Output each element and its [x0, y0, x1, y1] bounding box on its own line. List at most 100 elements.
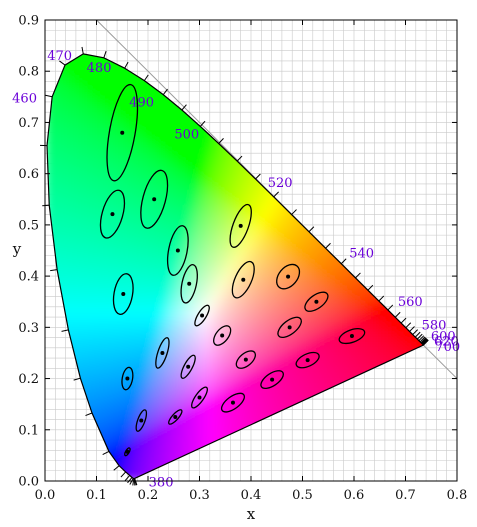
- locus-tick: [162, 88, 168, 95]
- macadam-ellipse: [112, 273, 134, 315]
- locus-tick: [405, 322, 412, 329]
- locus-tick: [420, 337, 427, 344]
- locus-tick: [133, 478, 136, 486]
- locus-tick: [340, 258, 347, 265]
- x-tick-label: 0.2: [138, 488, 159, 503]
- locus-tick: [132, 478, 135, 486]
- wavelength-label-560: 560: [398, 295, 423, 310]
- y-tick-label: 0.7: [18, 116, 39, 131]
- ellipse-center: [286, 274, 291, 279]
- locus-tick: [421, 337, 427, 344]
- locus-tick: [414, 331, 421, 338]
- macadam-ellipse: [168, 409, 183, 425]
- y-tick-label: 0.0: [18, 475, 39, 490]
- locus-tick: [120, 471, 127, 478]
- macadam-ellipse: [106, 83, 139, 182]
- locus-tick: [50, 269, 58, 272]
- locus-tick: [394, 311, 401, 318]
- ellipse-center: [243, 357, 248, 362]
- y-tick-label: 0.3: [18, 321, 39, 336]
- locus-tick: [42, 204, 50, 207]
- locus-tick: [291, 209, 297, 215]
- locus-tick: [199, 120, 206, 127]
- macadam-ellipse: [295, 351, 320, 369]
- ellipse-center: [200, 313, 205, 318]
- x-tick-label: 0.4: [241, 488, 262, 503]
- ellipse-center: [305, 358, 310, 363]
- locus-tick: [61, 329, 69, 332]
- locus-tick: [124, 475, 131, 482]
- y-tick-label: 0.5: [18, 218, 39, 233]
- x-tick-label: 0.8: [447, 488, 468, 503]
- spectral-locus: [46, 53, 425, 480]
- y-tick-labels: 0.0 0.1 0.2 0.3 0.4 0.5 0.6 0.7 0.8 0.9: [18, 14, 39, 490]
- locus-tick: [113, 465, 120, 471]
- ellipse-center: [287, 325, 292, 330]
- ellipse-center: [238, 223, 243, 228]
- macadam-ellipse: [304, 291, 329, 312]
- ellipse-center: [139, 418, 144, 423]
- locus-tick: [127, 477, 133, 484]
- macadam-ellipse: [213, 325, 232, 346]
- macadam-ellipses: [99, 83, 366, 457]
- wavelength-label-520: 520: [268, 176, 293, 191]
- locus-tick: [124, 61, 129, 69]
- macadam-ellipse: [194, 304, 210, 327]
- wavelength-label-500: 500: [174, 127, 199, 142]
- wavelength-label-380: 380: [149, 475, 174, 490]
- locus-tick: [355, 272, 361, 279]
- wavelength-label-490: 490: [129, 96, 154, 111]
- locus-tick: [181, 104, 187, 111]
- macadam-ellipse: [235, 350, 257, 369]
- ellipse-center: [110, 212, 115, 217]
- locus-tick: [419, 336, 426, 343]
- ellipse-center: [186, 364, 191, 369]
- locus-tick: [218, 138, 224, 144]
- y-tick-label: 0.8: [18, 65, 39, 80]
- locus-tick: [421, 338, 428, 345]
- y-tick-label: 0.1: [18, 423, 39, 438]
- ellipse-center: [197, 395, 202, 400]
- locus-tick: [409, 326, 415, 332]
- ellipse-center: [270, 377, 275, 382]
- ellipse-center: [175, 248, 180, 253]
- y-tick-label: 0.9: [18, 14, 39, 29]
- locus-ticks: [39, 46, 429, 486]
- wavelength-label-600: 600: [431, 330, 456, 345]
- macadam-ellipse: [260, 370, 284, 390]
- ellipse-center: [241, 277, 246, 282]
- macadam-ellipse: [99, 189, 126, 239]
- x-tick-labels: 0.0 0.1 0.2 0.3 0.4 0.5 0.6 0.7 0.8: [35, 488, 468, 503]
- wavelength-label-480: 480: [87, 61, 112, 76]
- macadam-ellipse: [180, 354, 196, 379]
- locus-tick: [273, 191, 279, 198]
- ellipse-center: [314, 299, 319, 304]
- locus-tick: [85, 412, 93, 417]
- macadam-ellipse: [277, 316, 302, 339]
- ellipse-center: [120, 130, 125, 135]
- ellipse-center: [125, 376, 130, 381]
- locus-tick: [236, 155, 243, 162]
- macadam-ellipse: [229, 203, 252, 248]
- ellipse-center: [349, 334, 354, 339]
- x-tick-label: 0.7: [395, 488, 416, 503]
- wavelength-label-700: 700: [435, 340, 460, 355]
- ellipse-center: [230, 400, 235, 405]
- locus-tick: [421, 338, 428, 345]
- locus-tick: [423, 339, 429, 346]
- x-tick-label: 0.1: [86, 488, 107, 503]
- x-tick-label: 0.0: [35, 488, 56, 503]
- axis-ticks: [44, 19, 458, 482]
- ellipse-center: [173, 414, 178, 419]
- macadam-ellipse: [338, 328, 366, 345]
- locus-tick: [143, 74, 149, 81]
- locus-tick: [400, 317, 407, 324]
- x-tick-label: 0.5: [292, 488, 313, 503]
- macadam-ellipse: [180, 263, 198, 304]
- locus-tick: [255, 173, 261, 180]
- locus-tick: [418, 335, 425, 342]
- locus-tick: [308, 226, 315, 233]
- ellipse-center: [121, 292, 126, 297]
- macadam-ellipse: [191, 386, 208, 409]
